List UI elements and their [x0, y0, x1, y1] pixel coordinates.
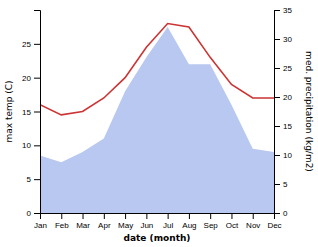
tick: 25	[274, 64, 292, 73]
tick-label: Aug	[182, 221, 196, 230]
tick-mark	[274, 97, 280, 98]
y-axis-title: max temp (C)	[4, 80, 14, 142]
tick-mark	[34, 44, 40, 45]
tick-label: 20	[22, 74, 31, 83]
tick: Sep	[204, 213, 219, 230]
tick-mark	[274, 184, 280, 185]
tick: Jul	[163, 213, 173, 230]
tick-mark	[210, 213, 211, 219]
tick: Oct	[226, 213, 239, 230]
tick-label: Oct	[226, 221, 239, 230]
area	[40, 27, 274, 213]
tick-label: 0	[283, 209, 288, 218]
tick: 15	[274, 122, 292, 131]
tick-label: 30	[283, 35, 292, 44]
axis-line	[41, 214, 275, 220]
tick-label: Jan	[34, 221, 47, 230]
tick-mark	[34, 112, 40, 113]
tick-label: Dec	[267, 221, 281, 230]
tick: Aug	[182, 213, 196, 230]
tick: 0	[274, 209, 288, 218]
plot: JanFebMarAprMayJunJulAugSepOctNovDec0510…	[4, 6, 314, 243]
tick-label: 20	[283, 93, 292, 102]
tick-label: Jul	[163, 221, 173, 230]
tick-mark	[34, 145, 40, 146]
tick-label: 35	[283, 6, 292, 15]
tick-mark	[125, 213, 126, 219]
tick-label: 15	[283, 122, 292, 131]
tick: 10	[22, 141, 40, 150]
tick-mark	[274, 10, 280, 11]
tick: 30	[274, 35, 292, 44]
tick-label: 10	[283, 151, 292, 160]
tick: Apr	[98, 213, 111, 230]
tick: Feb	[55, 213, 69, 230]
x-axis: Jan Feb Mar Apr May Jun Jul Aug Sep Oct Nov Dec	[34, 213, 282, 230]
tick-label: Apr	[98, 221, 111, 230]
tick-mark	[231, 213, 232, 219]
tick-label: Sep	[204, 221, 219, 230]
tick-label: 10	[22, 141, 31, 150]
tick: 15	[22, 108, 40, 117]
tick-mark	[274, 126, 280, 127]
tick: Dec	[267, 213, 281, 230]
tick-mark	[34, 179, 40, 180]
tick: Jun	[140, 213, 153, 230]
axis-line	[275, 11, 281, 214]
tick-mark	[274, 39, 280, 40]
tick-mark	[83, 213, 84, 219]
tick-mark	[274, 68, 280, 69]
tick: 10	[274, 151, 292, 160]
tick-mark	[34, 78, 40, 79]
y-axis: 0 5 10 15 20 25	[22, 11, 40, 219]
tick-label: Jun	[140, 221, 153, 230]
tick: Nov	[246, 213, 260, 230]
tick-mark	[168, 213, 169, 219]
tick: 35	[274, 6, 292, 15]
tick-mark	[189, 213, 190, 219]
tick-label: 25	[22, 40, 31, 49]
y2-axis: 0 5 10 15 20 25 30 35	[274, 6, 292, 218]
tick: Jan	[34, 213, 47, 230]
tick-mark	[146, 213, 147, 219]
tick-label: 5	[27, 175, 32, 184]
tick: 5	[27, 175, 40, 184]
tick-label: 5	[283, 180, 288, 189]
tick-mark	[253, 213, 254, 219]
tick-label: 15	[22, 108, 31, 117]
tick-label: Nov	[246, 221, 260, 230]
tick: 20	[22, 74, 40, 83]
tick-label: Mar	[76, 221, 90, 230]
tick-mark	[61, 213, 62, 219]
tick-mark	[104, 213, 105, 219]
tick: May	[118, 213, 133, 230]
tick-label: May	[118, 221, 133, 230]
tick: 25	[22, 40, 40, 49]
tick-mark	[274, 155, 280, 156]
tick: Mar	[76, 213, 90, 230]
tick: 0	[27, 209, 40, 218]
chart: JanFebMarAprMayJunJulAugSepOctNovDec0510…	[0, 0, 318, 247]
tick: 20	[274, 93, 292, 102]
line	[40, 24, 274, 115]
y2-axis-title: med. precipitation (kg/m2)	[304, 51, 314, 172]
tick-label: Feb	[55, 221, 69, 230]
tick-label: 0	[27, 209, 32, 218]
axis-line	[34, 11, 41, 214]
x-axis-title: date (month)	[124, 233, 191, 243]
tick: 5	[274, 180, 288, 189]
marks	[40, 24, 274, 213]
tick-label: 25	[283, 64, 292, 73]
tick-mark	[34, 213, 40, 214]
tick-mark	[274, 213, 280, 214]
